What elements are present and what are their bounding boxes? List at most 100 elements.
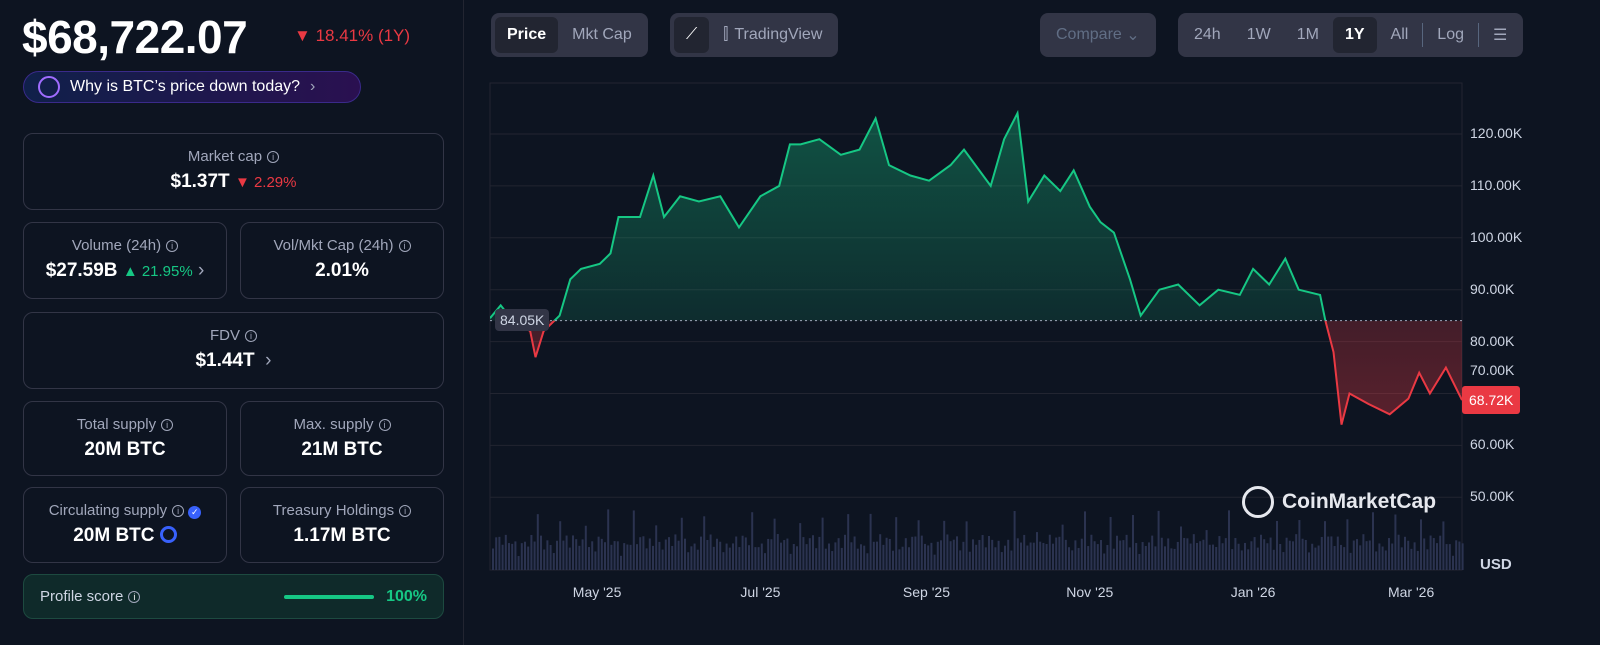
volume-bar bbox=[1327, 536, 1330, 570]
volume-bar bbox=[1349, 552, 1352, 570]
volume-bar bbox=[1071, 550, 1074, 570]
volume-bar bbox=[536, 514, 539, 570]
info-icon[interactable]: i bbox=[128, 590, 141, 603]
volume-bar bbox=[1352, 540, 1355, 570]
volume-bar bbox=[690, 546, 693, 570]
volume-bar bbox=[1141, 542, 1144, 570]
volume-bar bbox=[1311, 543, 1314, 570]
volume-bar bbox=[1151, 535, 1154, 570]
separator bbox=[1478, 23, 1479, 47]
tradingview-button[interactable]: ⫿ TradingView bbox=[723, 26, 823, 43]
volume-bar bbox=[696, 549, 699, 570]
info-icon[interactable]: i bbox=[399, 505, 412, 517]
volume-bar bbox=[1228, 510, 1230, 570]
volume-bar bbox=[703, 516, 706, 570]
volume-bar bbox=[508, 543, 510, 570]
range-all[interactable]: All bbox=[1390, 26, 1409, 43]
fdv-card[interactable]: FDV i $1.44T › bbox=[23, 312, 444, 389]
volume-bar bbox=[840, 547, 843, 570]
volume-bar bbox=[1023, 534, 1026, 570]
why-price-down-button[interactable]: Why is BTC’s price down today? › bbox=[23, 71, 361, 103]
price-area-down bbox=[490, 320, 1462, 425]
volume-bar bbox=[495, 537, 498, 570]
volume-bar bbox=[1426, 549, 1429, 570]
line-chart-icon[interactable]: ⟋ bbox=[674, 17, 710, 53]
volume-bar bbox=[860, 544, 862, 570]
volume-bar bbox=[546, 540, 549, 570]
volume-bar bbox=[837, 538, 840, 570]
volume-bar bbox=[1122, 540, 1125, 570]
info-icon[interactable]: i bbox=[267, 151, 280, 163]
volume-bar bbox=[1384, 550, 1387, 570]
volume-bar bbox=[594, 551, 597, 570]
volume-bar bbox=[1180, 526, 1182, 570]
volume-bar bbox=[796, 546, 798, 570]
volume-bar bbox=[565, 535, 568, 570]
tab-price[interactable]: Price bbox=[495, 17, 559, 53]
settings-sliders-icon[interactable]: ☰ bbox=[1493, 27, 1508, 44]
volume-bar bbox=[1240, 550, 1243, 570]
volume-bar bbox=[1448, 544, 1451, 570]
volume-bar bbox=[1272, 549, 1275, 570]
y-tick-label: 70.00K bbox=[1470, 362, 1515, 379]
volume-bar bbox=[789, 553, 792, 570]
volume-bar bbox=[914, 536, 917, 570]
volume-bar bbox=[655, 525, 658, 570]
volume-bar bbox=[1432, 538, 1435, 570]
volume-card[interactable]: Volume (24h) i $27.59B ▲ 21.95% › bbox=[23, 222, 227, 299]
volume-bar bbox=[597, 536, 600, 570]
volume-bar bbox=[693, 543, 696, 570]
volume-bar bbox=[978, 539, 981, 570]
info-icon[interactable]: i bbox=[245, 330, 257, 342]
compare-dropdown[interactable]: Compare ⌄ bbox=[1040, 13, 1156, 57]
volume-bar bbox=[607, 509, 610, 570]
volume-bar bbox=[847, 514, 850, 570]
coinmarketcap-watermark: CoinMarketCap bbox=[1242, 486, 1436, 518]
x-tick-label: Nov '25 bbox=[1066, 584, 1114, 600]
volume-bar bbox=[748, 545, 750, 570]
max-supply-card: Max. supply i 21M BTC bbox=[240, 401, 444, 476]
volume-bar bbox=[876, 541, 878, 570]
volume-bar bbox=[1263, 539, 1266, 570]
volume-bar bbox=[783, 540, 786, 570]
volume-bar bbox=[994, 547, 997, 570]
volume-bar bbox=[1231, 549, 1234, 570]
volume-bar bbox=[815, 548, 818, 570]
log-scale-toggle[interactable]: Log bbox=[1437, 26, 1464, 43]
volume-bar bbox=[549, 544, 552, 570]
volume-bar bbox=[1333, 546, 1336, 570]
range-24h[interactable]: 24h bbox=[1194, 26, 1221, 43]
volume-bar bbox=[1234, 538, 1237, 570]
volume-bar bbox=[604, 542, 606, 570]
range-1w[interactable]: 1W bbox=[1246, 26, 1271, 43]
volume-bar bbox=[1260, 534, 1262, 570]
x-tick-label: Sep '25 bbox=[902, 584, 950, 600]
volume-bar bbox=[1346, 519, 1349, 570]
info-icon[interactable]: i bbox=[398, 240, 411, 252]
volume-bar bbox=[991, 539, 994, 570]
volume-bar bbox=[1164, 546, 1166, 570]
volume-bar bbox=[559, 521, 562, 570]
info-icon[interactable]: i bbox=[161, 419, 174, 431]
range-1y[interactable]: 1Y bbox=[1332, 17, 1377, 53]
y-tick-label: 80.00K bbox=[1470, 332, 1515, 349]
volume-bar bbox=[1087, 546, 1090, 570]
volume-bar bbox=[1103, 553, 1106, 570]
volume-bar bbox=[498, 536, 501, 570]
info-icon[interactable]: i bbox=[166, 240, 179, 252]
volume-bar bbox=[639, 537, 642, 570]
x-tick-label: Jan '26 bbox=[1230, 584, 1276, 600]
info-icon[interactable]: i bbox=[378, 419, 391, 431]
x-tick-label: Mar '26 bbox=[1387, 584, 1435, 600]
volume-bar bbox=[1292, 541, 1294, 570]
treasury-holdings-card: Treasury Holdings i 1.17M BTC bbox=[240, 487, 444, 563]
info-icon[interactable]: i bbox=[172, 505, 185, 517]
range-1m[interactable]: 1M bbox=[1296, 26, 1319, 43]
volume-bar bbox=[940, 540, 942, 570]
volume-bar bbox=[1410, 548, 1413, 570]
volume-bar bbox=[1116, 535, 1118, 570]
volume-bar bbox=[1365, 541, 1368, 570]
verified-icon: ✓ bbox=[188, 506, 202, 519]
tab-mkt-cap[interactable]: Mkt Cap bbox=[572, 26, 632, 43]
